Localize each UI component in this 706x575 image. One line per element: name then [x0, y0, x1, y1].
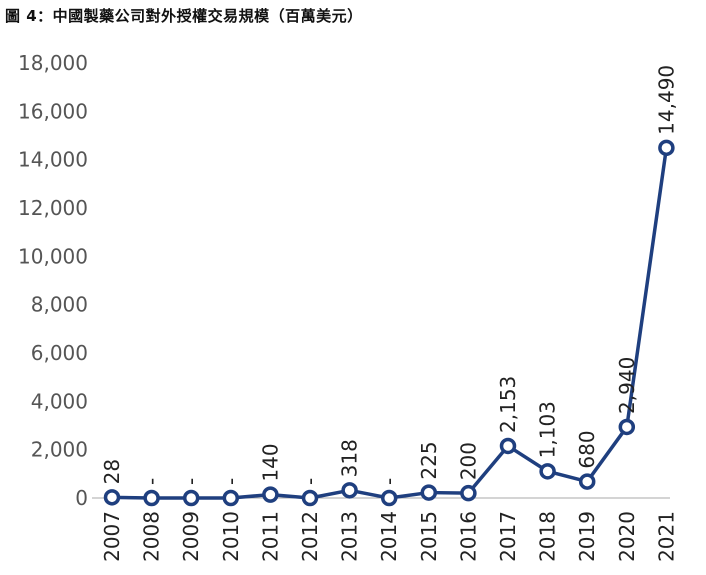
data-label: 2,940 — [615, 357, 639, 414]
data-label: - — [219, 478, 243, 485]
data-point — [499, 437, 517, 455]
y-tick-label: 10,000 — [18, 244, 88, 268]
data-label: 28 — [100, 459, 124, 484]
data-label: 140 — [258, 443, 282, 481]
data-point — [380, 489, 398, 507]
x-tick-label: 2018 — [536, 511, 560, 562]
x-tick-label: 2020 — [615, 511, 639, 562]
data-label: 2,153 — [496, 376, 520, 433]
data-point — [143, 489, 160, 507]
x-tick-label: 2013 — [338, 511, 362, 562]
x-axis: 2007 2008 2009 2010 2011 2012 2013 2014 2015 2016… — [92, 497, 678, 562]
x-tick-label: 2012 — [298, 511, 322, 562]
y-tick-label: 12,000 — [18, 196, 88, 220]
x-tick-label: 2010 — [219, 511, 243, 562]
data-label: - — [298, 478, 322, 485]
data-point — [182, 489, 200, 507]
data-point — [658, 139, 675, 157]
x-tick-label: 2007 — [100, 511, 124, 562]
data-point — [578, 473, 596, 490]
y-tick-label: 14,000 — [18, 148, 88, 172]
data-label: 225 — [417, 441, 441, 479]
y-tick-label: 0 — [75, 486, 88, 510]
x-tick-label: 2016 — [456, 511, 480, 562]
y-axis: 0 2,000 4,000 6,000 8,000 10,000 12,000 14,000 1… — [18, 51, 88, 510]
y-tick-label: 4,000 — [31, 389, 88, 413]
data-point — [222, 489, 240, 507]
data-label-group: 28 - - - 140 - 318 - 225 200 2,153 1,103 680 2,940 14,… — [100, 65, 678, 485]
data-point — [618, 418, 636, 436]
x-tick-label: 2014 — [377, 511, 401, 562]
data-point — [539, 463, 556, 480]
data-label: 318 — [338, 439, 362, 477]
x-tick-label: 2017 — [496, 511, 520, 562]
data-label: 200 — [456, 442, 480, 480]
chart-title: 圖 4：中國製藥公司對外授權交易規模（百萬美元） — [5, 7, 363, 25]
data-point — [103, 489, 121, 506]
y-tick-label: 8,000 — [31, 293, 88, 317]
data-point — [420, 484, 438, 501]
x-tick-label: 2009 — [179, 511, 203, 562]
data-label: - — [377, 478, 401, 485]
data-point — [460, 484, 477, 502]
data-label: 680 — [575, 430, 599, 468]
x-tick-label: 2021 — [654, 511, 678, 562]
data-label: - — [140, 478, 164, 485]
data-label: 14,490 — [654, 65, 678, 135]
y-tick-label: 6,000 — [31, 341, 88, 365]
x-tick-label: 2008 — [140, 511, 164, 562]
x-tick-label: 2019 — [575, 511, 599, 562]
y-tick-label: 16,000 — [18, 99, 88, 123]
x-tick-label: 2015 — [417, 511, 441, 562]
data-label: - — [179, 478, 203, 485]
data-point — [341, 482, 358, 499]
data-point — [262, 486, 279, 503]
marker-group — [103, 139, 675, 507]
y-tick-label: 18,000 — [18, 51, 88, 75]
y-tick-label: 2,000 — [31, 438, 88, 462]
data-label: 1,103 — [536, 401, 560, 458]
x-tick-label: 2011 — [258, 511, 282, 562]
data-point — [301, 489, 319, 507]
